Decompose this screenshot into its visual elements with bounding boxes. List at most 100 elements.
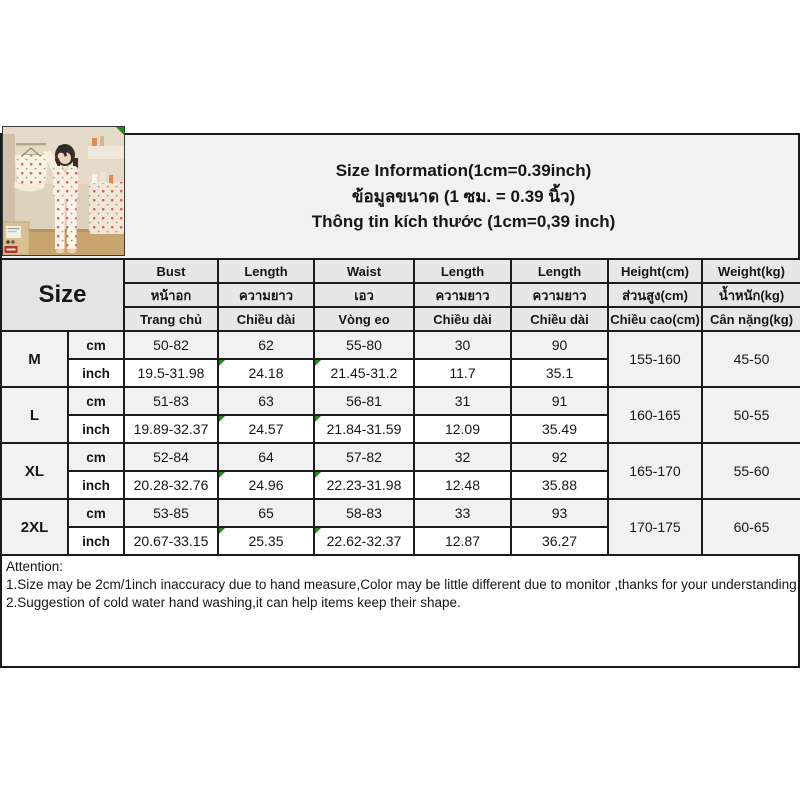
inch-value-L-0: 19.89-32.37 xyxy=(123,414,219,444)
unit-label-cm: cm xyxy=(67,442,125,472)
col-header-waist-en: Waist xyxy=(313,258,415,284)
comment-marker xyxy=(220,473,225,478)
comment-marker xyxy=(316,529,321,534)
col-header-height-vi: Chiều cao(cm) xyxy=(607,306,703,332)
attention-notes: Attention: 1.Size may be 2cm/1inch inacc… xyxy=(0,556,800,668)
inch-value-XL-1: 24.96 xyxy=(217,470,315,500)
comment-marker xyxy=(316,361,321,366)
cm-value-2XL-1: 65 xyxy=(217,498,315,528)
inch-value-M-4: 35.1 xyxy=(510,358,609,388)
cm-value-L-4: 91 xyxy=(510,386,609,416)
attention-heading: Attention: xyxy=(6,559,64,574)
cm-value-M-4: 90 xyxy=(510,330,609,360)
col-header-length3-vi: Chiều dài xyxy=(510,306,609,332)
inch-value-L-3: 12.09 xyxy=(413,414,512,444)
unit-label-inch: inch xyxy=(67,414,125,444)
cm-value-L-1: 63 xyxy=(217,386,315,416)
weight-value-XL: 55-60 xyxy=(701,442,800,500)
cm-value-2XL-2: 58-83 xyxy=(313,498,415,528)
cm-value-M-2: 55-80 xyxy=(313,330,415,360)
col-header-weight-en: Weight(kg) xyxy=(701,258,800,284)
col-header-waist-th: เอว xyxy=(313,282,415,308)
col-header-weight-vi: Cân nặng(kg) xyxy=(701,306,800,332)
size-row-label-M: M xyxy=(0,330,69,388)
inch-value-M-2: 21.45-31.2 xyxy=(313,358,415,388)
col-header-length2-th: ความยาว xyxy=(413,282,512,308)
inch-value-L-2: 21.84-31.59 xyxy=(313,414,415,444)
inch-value-M-1: 24.18 xyxy=(217,358,315,388)
col-header-length-en: Length xyxy=(217,258,315,284)
unit-label-inch: inch xyxy=(67,470,125,500)
cm-value-L-0: 51-83 xyxy=(123,386,219,416)
attention-line-1: 1.Size may be 2cm/1inch inaccuracy due t… xyxy=(6,576,800,592)
size-column-header: Size xyxy=(0,258,125,332)
unit-label-cm: cm xyxy=(67,498,125,528)
weight-value-2XL: 60-65 xyxy=(701,498,800,556)
col-header-length2-en: Length xyxy=(413,258,512,284)
weight-value-M: 45-50 xyxy=(701,330,800,388)
comment-marker xyxy=(115,126,125,136)
cm-value-L-3: 31 xyxy=(413,386,512,416)
inch-value-2XL-1: 25.35 xyxy=(217,526,315,556)
inch-value-M-0: 19.5-31.98 xyxy=(123,358,219,388)
unit-label-cm: cm xyxy=(67,386,125,416)
inch-value-XL-3: 12.48 xyxy=(413,470,512,500)
inch-value-2XL-2: 22.62-32.37 xyxy=(313,526,415,556)
col-header-length-vi: Chiều dài xyxy=(217,306,315,332)
unit-label-inch: inch xyxy=(67,358,125,388)
cm-value-L-2: 56-81 xyxy=(313,386,415,416)
col-header-waist-vi: Vòng eo xyxy=(313,306,415,332)
size-row-label-XL: XL xyxy=(0,442,69,500)
size-table: Size Bust Length Waist Length Length Hei… xyxy=(0,258,800,556)
inch-value-2XL-4: 36.27 xyxy=(510,526,609,556)
col-header-height-en: Height(cm) xyxy=(607,258,703,284)
cm-value-M-3: 30 xyxy=(413,330,512,360)
height-value-L: 160-165 xyxy=(607,386,703,444)
inch-value-XL-4: 35.88 xyxy=(510,470,609,500)
comment-marker xyxy=(316,417,321,422)
product-photo xyxy=(2,126,125,256)
size-row-label-L: L xyxy=(0,386,69,444)
cm-value-XL-2: 57-82 xyxy=(313,442,415,472)
comment-marker xyxy=(316,473,321,478)
col-header-height-th: ส่วนสูง(cm) xyxy=(607,282,703,308)
inch-value-L-4: 35.49 xyxy=(510,414,609,444)
height-value-M: 155-160 xyxy=(607,330,703,388)
cm-value-2XL-4: 93 xyxy=(510,498,609,528)
inch-value-XL-0: 20.28-32.76 xyxy=(123,470,219,500)
cm-value-M-0: 50-82 xyxy=(123,330,219,360)
cm-value-2XL-0: 53-85 xyxy=(123,498,219,528)
col-header-bust-en: Bust xyxy=(123,258,219,284)
col-header-weight-th: น้ำหนัก(kg) xyxy=(701,282,800,308)
inch-value-XL-2: 22.23-31.98 xyxy=(313,470,415,500)
cm-value-XL-4: 92 xyxy=(510,442,609,472)
cm-value-XL-1: 64 xyxy=(217,442,315,472)
size-chart-sheet: Size Information(1cm=0.39inch) ข้อมูลขนา… xyxy=(0,126,800,668)
title-vietnamese: Thông tin kích thước (1cm=0,39 inch) xyxy=(311,212,616,232)
inch-value-L-1: 24.57 xyxy=(217,414,315,444)
attention-line-2: 2.Suggestion of cold water hand washing,… xyxy=(6,594,461,610)
cm-value-M-1: 62 xyxy=(217,330,315,360)
cm-value-2XL-3: 33 xyxy=(413,498,512,528)
comment-marker xyxy=(220,417,225,422)
title-english: Size Information(1cm=0.39inch) xyxy=(335,161,592,181)
height-value-2XL: 170-175 xyxy=(607,498,703,556)
cm-value-XL-3: 32 xyxy=(413,442,512,472)
title-band: Size Information(1cm=0.39inch) ข้อมูลขนา… xyxy=(0,133,800,258)
unit-label-inch: inch xyxy=(67,526,125,556)
size-row-label-2XL: 2XL xyxy=(0,498,69,556)
col-header-length2-vi: Chiều dài xyxy=(413,306,512,332)
inch-value-M-3: 11.7 xyxy=(413,358,512,388)
comment-marker xyxy=(220,529,225,534)
col-header-length3-en: Length xyxy=(510,258,609,284)
inch-value-2XL-0: 20.67-33.15 xyxy=(123,526,219,556)
title-thai: ข้อมูลขนาด (1 ซม. = 0.39 นิ้ว) xyxy=(351,186,576,206)
cm-value-XL-0: 52-84 xyxy=(123,442,219,472)
weight-value-L: 50-55 xyxy=(701,386,800,444)
inch-value-2XL-3: 12.87 xyxy=(413,526,512,556)
col-header-bust-th: หน้าอก xyxy=(123,282,219,308)
comment-marker xyxy=(220,361,225,366)
unit-label-cm: cm xyxy=(67,330,125,360)
col-header-bust-vi: Trang chủ xyxy=(123,306,219,332)
col-header-length3-th: ความยาว xyxy=(510,282,609,308)
